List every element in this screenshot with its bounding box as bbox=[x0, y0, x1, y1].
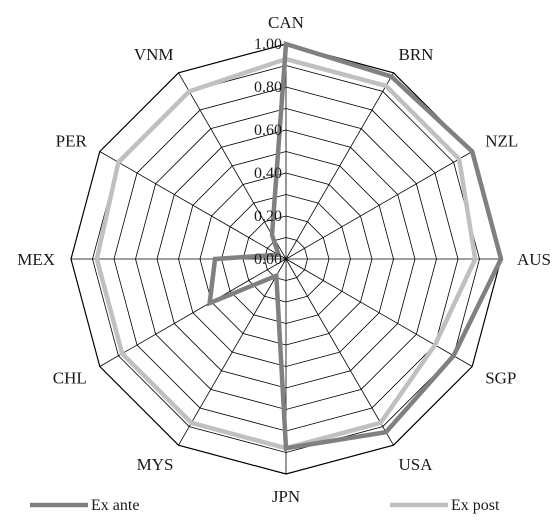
tick-label: 0.80 bbox=[254, 79, 282, 96]
tick-label: 0.20 bbox=[254, 208, 282, 225]
tick-label: 1.00 bbox=[254, 36, 282, 53]
category-label-jpn: JPN bbox=[272, 487, 300, 506]
category-labels: CAN BRN NZL AUS SGP USA JPN MYS CHL MEX PER VNM bbox=[17, 13, 551, 506]
legend: Ex ante Ex post bbox=[30, 497, 500, 514]
radar-series bbox=[94, 41, 504, 451]
category-label-mys: MYS bbox=[137, 455, 174, 474]
grid-spoke bbox=[178, 258, 287, 446]
tick-label: 0.60 bbox=[254, 122, 282, 139]
tick-label: 0.40 bbox=[254, 165, 282, 182]
category-label-mex: MEX bbox=[17, 250, 55, 269]
grid-spoke bbox=[285, 151, 473, 260]
grid-spoke bbox=[285, 258, 394, 446]
radar-grid bbox=[70, 43, 502, 475]
grid-spoke bbox=[178, 72, 287, 260]
grid-spoke bbox=[285, 72, 394, 260]
tick-label: 0.00 bbox=[254, 251, 282, 268]
category-label-per: PER bbox=[56, 132, 88, 151]
category-label-aus: AUS bbox=[517, 250, 551, 269]
grid-spoke bbox=[99, 151, 287, 260]
series-ex-ante bbox=[206, 41, 504, 451]
grid-spoke bbox=[99, 258, 287, 367]
category-label-usa: USA bbox=[399, 455, 434, 474]
radial-tick-labels: 0.00 0.20 0.40 0.60 0.80 1.00 bbox=[254, 36, 282, 268]
category-label-nzl: NZL bbox=[485, 132, 518, 151]
legend-label: Ex post bbox=[451, 497, 500, 514]
category-label-sgp: SGP bbox=[485, 369, 516, 388]
grid-spoke bbox=[285, 258, 473, 367]
category-label-can: CAN bbox=[268, 13, 304, 32]
category-label-chl: CHL bbox=[53, 369, 87, 388]
category-label-brn: BRN bbox=[399, 45, 434, 64]
legend-label: Ex ante bbox=[91, 497, 139, 514]
category-label-vnm: VNM bbox=[134, 45, 174, 64]
